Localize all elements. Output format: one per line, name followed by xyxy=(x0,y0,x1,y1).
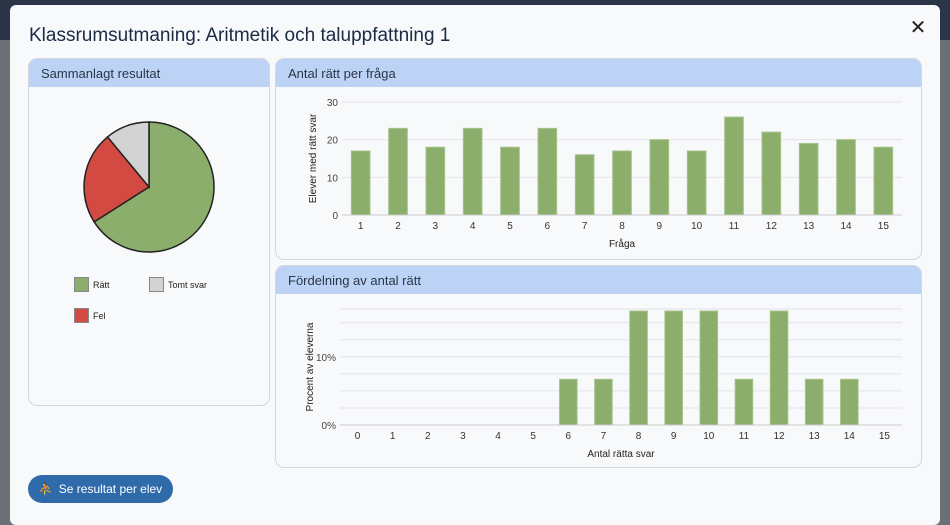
legend-label: Tomt svar xyxy=(168,279,208,290)
bar xyxy=(388,127,408,216)
y-axis-label: Elever med rätt svar xyxy=(308,113,319,203)
distribution-card: Fördelning av antal rätt 0% 10% 0 1 2 3 4 5 6 7 8 9… xyxy=(275,265,922,468)
bar xyxy=(836,139,856,216)
x-tick-label: 7 xyxy=(601,431,607,442)
bar xyxy=(664,310,683,426)
x-tick-label: 5 xyxy=(507,221,513,232)
bar xyxy=(686,150,707,216)
results-modal: Klassrumsutmaning: Aritmetik och taluppf… xyxy=(10,5,940,525)
x-tick-label: 14 xyxy=(840,221,852,232)
y-axis-label: Procent av eleverna xyxy=(305,322,316,411)
summary-card-title: Sammanlagt resultat xyxy=(29,59,269,87)
x-tick-label: 7 xyxy=(582,221,588,232)
x-tick-label: 3 xyxy=(460,431,466,442)
bar xyxy=(699,310,719,426)
x-tick-label: 15 xyxy=(879,431,891,442)
bar xyxy=(559,378,578,426)
x-axis-label: Antal rätta svar xyxy=(587,449,655,460)
pie-chart xyxy=(83,121,215,253)
x-tick-label: 8 xyxy=(636,431,642,442)
bar xyxy=(769,310,789,426)
bar xyxy=(574,154,595,216)
x-tick-label: 3 xyxy=(433,221,439,232)
people-icon: ⛹ xyxy=(38,482,54,496)
x-tick-label: 10 xyxy=(691,221,703,232)
bar xyxy=(462,127,483,216)
legend-tomt: Tomt svar xyxy=(149,277,207,292)
x-tick-label: 1 xyxy=(358,221,364,232)
x-tick-label: 2 xyxy=(425,431,431,442)
pie-slice xyxy=(83,135,151,223)
button-label: Se resultat per elev xyxy=(58,482,163,496)
bar xyxy=(840,378,859,426)
y-tick-label: 0 xyxy=(332,211,338,222)
x-tick-label: 15 xyxy=(878,221,890,232)
legend-label: Fel xyxy=(93,310,106,321)
x-tick-label: 6 xyxy=(545,221,551,232)
x-tick-label: 12 xyxy=(766,221,778,232)
x-tick-label: 9 xyxy=(671,431,677,442)
x-tick-label: 8 xyxy=(619,221,625,232)
bar xyxy=(612,150,632,216)
x-tick-label: 11 xyxy=(739,431,750,442)
x-tick-label: 5 xyxy=(530,431,536,442)
per-question-card: Antal rätt per fråga 0 10 20 30 1 2 3 4 5 6 7 8 9 10 1… xyxy=(275,58,922,260)
legend-swatch xyxy=(74,277,89,292)
y-tick-label: 20 xyxy=(327,136,339,147)
bar xyxy=(425,146,446,216)
legend-swatch xyxy=(74,308,89,323)
x-tick-label: 1 xyxy=(390,431,396,442)
bar xyxy=(649,139,670,216)
legend-swatch xyxy=(149,277,164,292)
x-tick-label: 0 xyxy=(355,431,361,442)
x-tick-label: 11 xyxy=(729,221,740,232)
x-tick-label: 10 xyxy=(703,431,715,442)
x-axis-label: Fråga xyxy=(609,238,636,250)
pie-slice xyxy=(93,121,215,253)
bar xyxy=(804,378,824,426)
bar xyxy=(629,310,648,426)
y-tick-label: 10% xyxy=(316,353,336,364)
modal-title: Klassrumsutmaning: Aritmetik och taluppf… xyxy=(29,25,451,46)
legend-fel: Fel xyxy=(74,308,106,323)
distribution-card-title: Fördelning av antal rätt xyxy=(276,266,921,294)
x-tick-label: 13 xyxy=(809,431,821,442)
bar xyxy=(724,116,744,216)
x-tick-label: 13 xyxy=(803,221,815,232)
bar xyxy=(873,146,894,216)
y-tick-label: 0% xyxy=(322,421,337,432)
bar xyxy=(500,146,520,216)
pie-slice xyxy=(106,121,150,190)
bar xyxy=(350,150,371,216)
x-tick-label: 14 xyxy=(844,431,856,442)
x-tick-label: 4 xyxy=(470,221,476,232)
x-tick-label: 6 xyxy=(566,431,572,442)
legend-ratt: Rätt xyxy=(74,277,110,292)
x-tick-label: 12 xyxy=(774,431,786,442)
x-tick-label: 4 xyxy=(495,431,501,442)
bar xyxy=(594,378,613,426)
x-tick-label: 2 xyxy=(395,221,401,232)
y-tick-label: 10 xyxy=(327,173,339,184)
bar xyxy=(761,131,782,216)
x-tick-label: 9 xyxy=(657,221,663,232)
bar xyxy=(734,378,754,426)
bar xyxy=(537,127,558,216)
close-icon[interactable]: ✕ xyxy=(909,17,927,39)
summary-card: Sammanlagt resultat Rätt Tomt svar Fel xyxy=(28,58,270,406)
bar xyxy=(798,142,819,216)
y-tick-label: 30 xyxy=(327,98,339,109)
per-question-card-title: Antal rätt per fråga xyxy=(276,59,921,87)
see-results-per-student-button[interactable]: ⛹ Se resultat per elev xyxy=(28,475,173,503)
legend-label: Rätt xyxy=(93,279,110,290)
